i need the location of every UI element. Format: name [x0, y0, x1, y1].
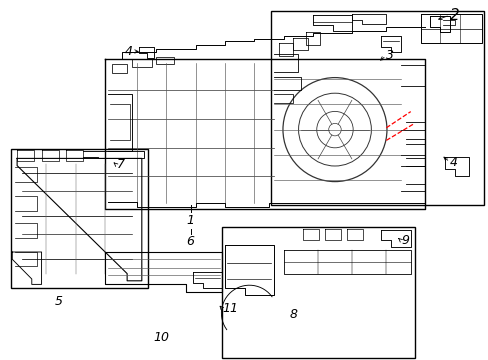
Text: 3: 3 [386, 49, 393, 62]
Text: 2: 2 [449, 8, 459, 23]
Text: 9: 9 [400, 234, 408, 247]
Text: 5: 5 [55, 295, 62, 308]
Text: 7: 7 [116, 158, 124, 171]
Text: 4: 4 [449, 156, 457, 168]
Text: 11: 11 [222, 302, 238, 315]
Text: 10: 10 [153, 331, 169, 344]
Bar [112, 64, 127, 73]
Text: 1: 1 [186, 214, 194, 227]
Bar [132, 59, 151, 67]
Bar [156, 57, 173, 64]
Bar [271, 11, 483, 205]
Text: 8: 8 [289, 308, 297, 321]
Text: 6: 6 [186, 235, 194, 248]
Text: 4: 4 [125, 45, 133, 58]
Bar [222, 227, 414, 358]
Bar [11, 149, 147, 288]
